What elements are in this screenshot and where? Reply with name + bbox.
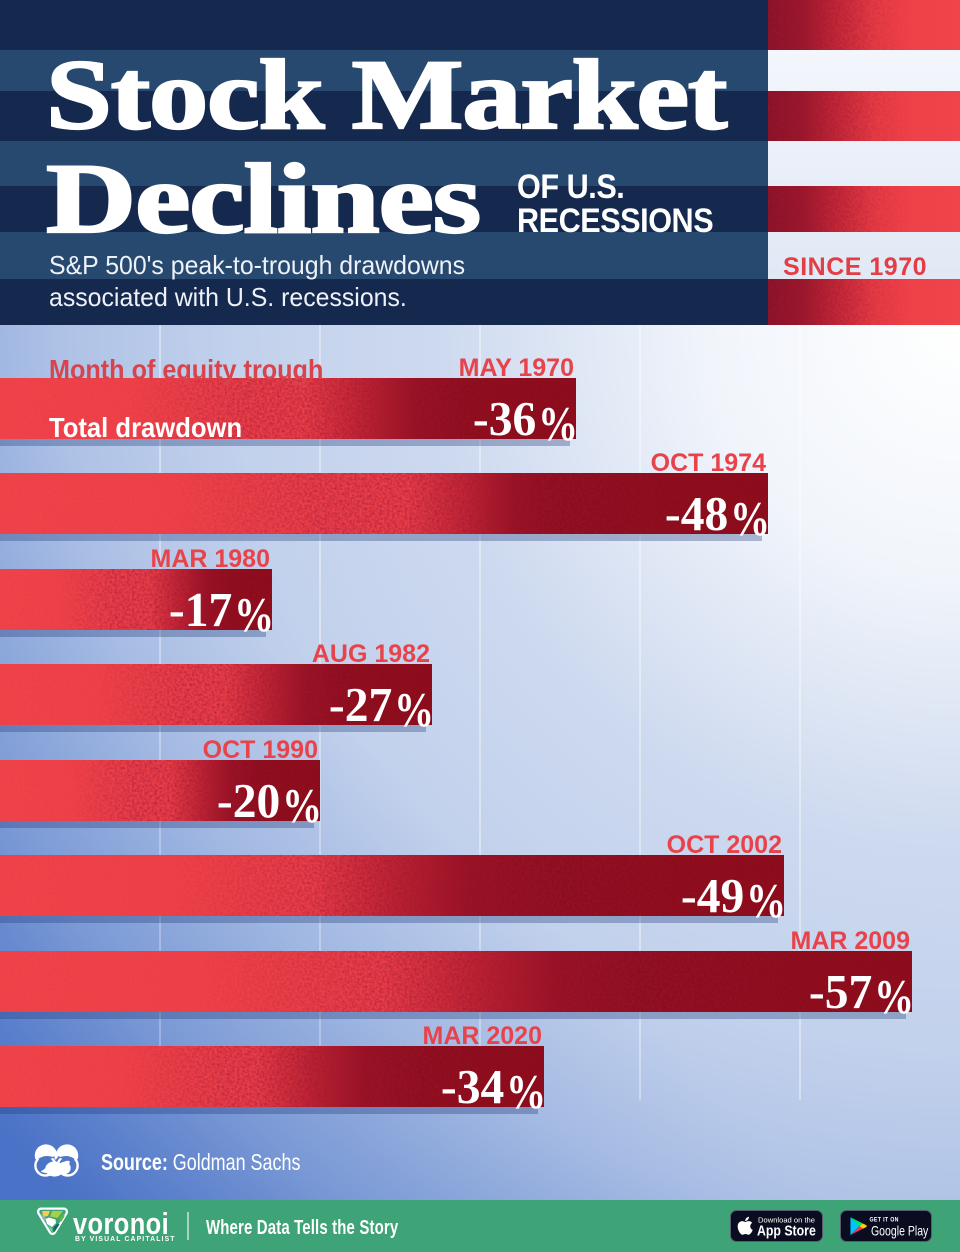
svg-text:Download on the: Download on the <box>758 1216 815 1225</box>
svg-text:Google Play: Google Play <box>871 1223 929 1239</box>
svg-text:App Store: App Store <box>757 1223 816 1239</box>
svg-text:GET IT ON: GET IT ON <box>870 1217 899 1224</box>
